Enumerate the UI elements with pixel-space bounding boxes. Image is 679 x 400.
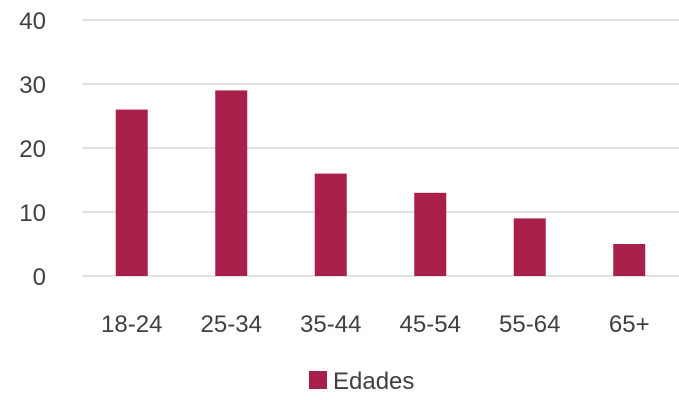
x-tick-label: 35-44 — [300, 311, 361, 338]
x-tick-label: 65+ — [609, 311, 650, 338]
bar-25-34 — [215, 90, 248, 277]
x-tick-label: 25-34 — [201, 311, 262, 338]
legend-swatch — [309, 371, 327, 389]
y-tick-label: 10 — [19, 200, 46, 227]
x-tick-label: 18-24 — [101, 311, 162, 338]
y-axis-tick-labels: 0 10 20 30 40 — [19, 8, 46, 291]
bar-35-44 — [314, 173, 347, 276]
bar-18-24 — [115, 109, 148, 276]
bar-55-64 — [513, 218, 546, 276]
x-tick-label: 55-64 — [499, 311, 560, 338]
y-tick-label: 40 — [19, 8, 46, 35]
y-tick-label: 0 — [33, 264, 46, 291]
gridlines — [82, 19, 679, 277]
legend-label: Edades — [333, 368, 414, 395]
x-tick-label: 45-54 — [400, 311, 461, 338]
bars — [115, 90, 646, 277]
y-tick-label: 20 — [19, 136, 46, 163]
bar-45-54 — [414, 192, 447, 276]
legend: Edades — [309, 368, 414, 395]
x-axis-tick-labels: 18-24 25-34 35-44 45-54 55-64 65+ — [101, 311, 650, 338]
bar-65+ — [613, 244, 646, 276]
y-tick-label: 30 — [19, 72, 46, 99]
